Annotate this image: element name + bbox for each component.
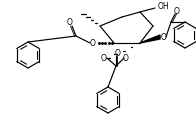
Text: O: O (101, 54, 107, 63)
Text: O: O (90, 38, 96, 47)
Text: OH: OH (157, 2, 169, 11)
Text: O: O (174, 6, 180, 15)
Text: O: O (161, 32, 167, 41)
Text: O: O (67, 18, 73, 27)
Polygon shape (140, 35, 160, 43)
Text: O: O (115, 48, 121, 57)
Text: O: O (123, 54, 129, 63)
